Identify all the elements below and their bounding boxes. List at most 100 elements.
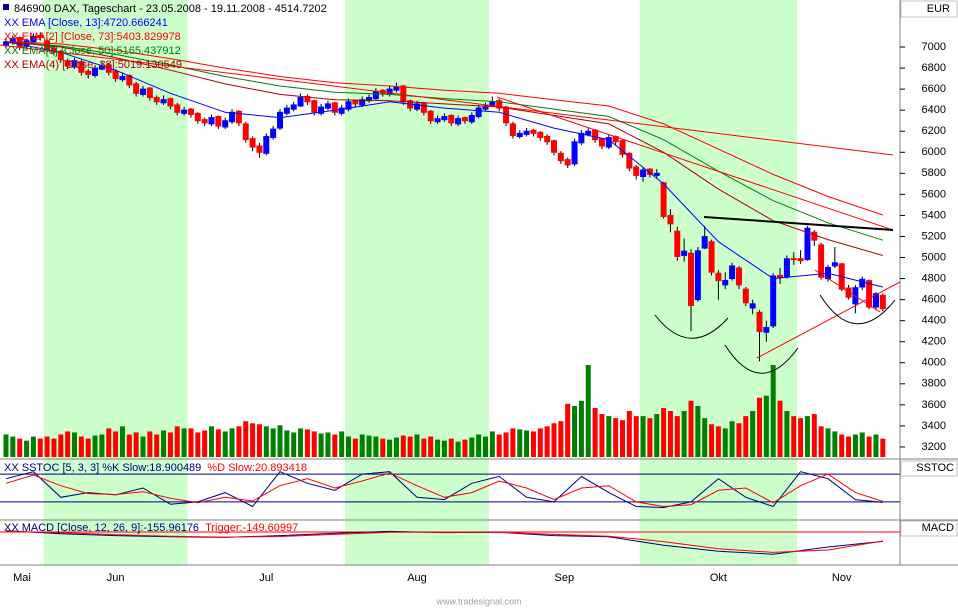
volume-bar: [17, 438, 23, 457]
volume-bar: [400, 435, 406, 457]
panel-label: MACD: [922, 522, 954, 534]
volume-bar: [702, 418, 708, 457]
x-tick-label: Okt: [710, 572, 727, 584]
candle-body: [564, 159, 571, 166]
volume-bar: [209, 426, 214, 457]
candle-body: [448, 114, 455, 124]
candle-body: [427, 110, 434, 122]
candle-body: [592, 129, 599, 141]
candle-body: [30, 36, 37, 43]
candle-body: [324, 103, 331, 109]
candle-body: [455, 118, 462, 125]
volume-bar: [551, 423, 557, 457]
candle-body: [201, 119, 208, 124]
volume-bar: [393, 437, 399, 457]
candle-body: [331, 102, 338, 113]
candle-body: [283, 107, 290, 114]
candle-body: [461, 117, 468, 122]
volume-bar: [72, 432, 77, 457]
volume-bar: [873, 434, 879, 457]
candle-body: [434, 118, 441, 123]
plot: [0, 32, 900, 555]
candle-body: [557, 152, 564, 162]
volume-bar: [147, 431, 153, 457]
candle-body: [872, 293, 879, 308]
volume-bar: [811, 414, 817, 457]
trendline: [496, 96, 894, 231]
volume-bar: [10, 436, 16, 457]
candle-body: [797, 258, 804, 262]
ema-line: [5, 41, 883, 256]
month-bands: [43, 0, 798, 565]
candle-body: [708, 241, 715, 273]
volume-bar: [832, 431, 838, 457]
volume-bar: [722, 428, 728, 457]
candle-body: [290, 104, 297, 110]
candle-body: [537, 131, 544, 139]
volume-bar: [633, 416, 639, 457]
volume-bar: [188, 428, 194, 457]
y-tick-label: 5800: [922, 167, 946, 179]
candle-body: [879, 294, 886, 310]
volume-bar: [613, 418, 619, 457]
candle-body: [119, 76, 126, 81]
y-tick-label: 6800: [922, 62, 946, 74]
candle-body: [640, 169, 647, 177]
candle-body: [783, 258, 790, 277]
candle-body: [701, 236, 708, 249]
candle-body: [811, 231, 818, 241]
volume-bar: [572, 405, 578, 457]
candle-body: [270, 128, 277, 139]
legend-entry: XX EMA[2] [Close, 73]:5403.829978: [4, 31, 181, 43]
candle-body: [715, 272, 722, 282]
volume-bar: [483, 436, 488, 457]
candle-body: [509, 123, 516, 136]
candle-body: [626, 152, 633, 169]
volume-bar: [298, 428, 304, 457]
chart-title: 846900 DAX, Tageschart - 23.05.2008 - 19…: [14, 3, 327, 15]
volume-bar: [798, 418, 804, 457]
y-tick-label: 4200: [922, 336, 946, 348]
volume-bar: [311, 431, 317, 457]
volume-bar: [455, 441, 461, 457]
y-tick-label: 5600: [922, 188, 946, 200]
volume-bar: [647, 418, 653, 457]
candle-body: [598, 138, 605, 147]
volume-bar: [654, 414, 660, 457]
volume-bar: [154, 434, 160, 457]
candle-body: [242, 123, 249, 141]
volume-bar: [428, 436, 434, 457]
volume-bar: [181, 428, 187, 457]
x-tick-label: Aug: [407, 572, 427, 584]
candle-body: [660, 182, 667, 217]
candle-body: [187, 108, 194, 115]
volume-bar: [263, 426, 269, 457]
month-band: [43, 0, 188, 565]
volume-bar: [119, 426, 125, 457]
candle-body: [496, 100, 503, 109]
y-tick-label: 5400: [922, 209, 946, 221]
volume-bar: [804, 416, 810, 457]
trendline: [756, 281, 901, 359]
y-tick-label: 3600: [922, 399, 946, 411]
volume-bar: [859, 432, 865, 457]
head-arc: [724, 344, 799, 374]
volume-bar: [585, 365, 591, 457]
volume-bar: [202, 430, 208, 457]
volume-bar: [688, 400, 694, 457]
trendline: [0, 44, 894, 156]
volume-bar: [270, 428, 276, 457]
candle-body: [352, 100, 359, 105]
volume-bar: [195, 432, 201, 457]
volume-bar: [825, 428, 831, 457]
candle-body: [441, 115, 448, 121]
y-tick-label: 6600: [922, 83, 946, 95]
volume-bar: [530, 431, 536, 457]
volume-bar: [243, 421, 249, 457]
candle-body: [763, 327, 770, 333]
y-axis-label: EUR: [927, 3, 950, 15]
volume-bar: [757, 397, 762, 457]
volume-bar: [352, 438, 358, 457]
indicator-line: [5, 472, 883, 508]
candle-body: [112, 70, 119, 80]
